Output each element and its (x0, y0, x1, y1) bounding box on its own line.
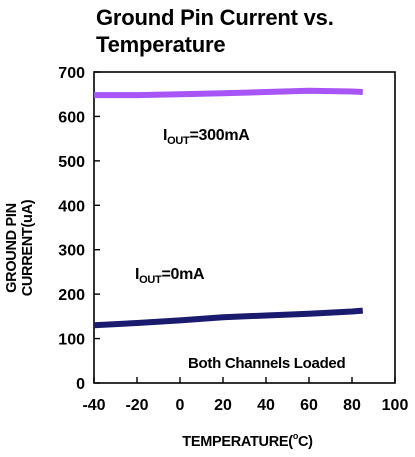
chart-note: Both Channels Loaded (188, 355, 346, 372)
y-tick-label: 100 (58, 332, 85, 349)
y-tick-label: 500 (58, 154, 85, 171)
x-tick-label: 100 (382, 397, 409, 414)
series-label-300ma: IOUT=300mA (163, 127, 250, 148)
chart-title-line2: Temperature (96, 32, 226, 57)
series-label-300ma-sub: OUT (167, 135, 190, 148)
x-axis-label-text: TEMPERATURE( (182, 433, 293, 450)
series-label-0ma-prefix: I (135, 266, 140, 283)
x-tick-label: 40 (257, 397, 275, 414)
x-tick-label: 60 (300, 397, 318, 414)
series-line-1 (93, 307, 364, 329)
x-axis-label: TEMPERATURE(oC) (0, 431, 415, 450)
chart-title-line1: Ground Pin Current vs. (96, 5, 334, 30)
y-tick-label: 600 (58, 109, 85, 126)
series-line-0 (94, 87, 363, 99)
y-tick-label: 0 (76, 376, 85, 393)
series-label-300ma-prefix: I (163, 127, 168, 144)
series-label-300ma-suffix: =300mA (189, 127, 250, 144)
y-tick-label: 200 (58, 287, 85, 304)
x-axis-label-unit: C) (298, 433, 313, 450)
y-tick-label: 400 (58, 198, 85, 215)
chart-title: Ground Pin Current vs. Temperature (96, 4, 334, 58)
series-label-0ma-sub: OUT (139, 274, 162, 287)
x-axis-label-degree: o (292, 431, 299, 441)
x-tick-label: 0 (176, 397, 185, 414)
series-label-0ma: IOUT=0mA (135, 266, 205, 287)
series-label-0ma-suffix: =0mA (161, 266, 205, 283)
y-tick-label: 300 (58, 243, 85, 260)
x-tick-label: -20 (125, 397, 148, 414)
x-tick-label: 80 (343, 397, 361, 414)
x-tick-label: 20 (214, 397, 232, 414)
y-tick-label: 700 (58, 65, 85, 82)
plot-frame (93, 71, 396, 384)
x-tick-label: -40 (82, 397, 105, 414)
